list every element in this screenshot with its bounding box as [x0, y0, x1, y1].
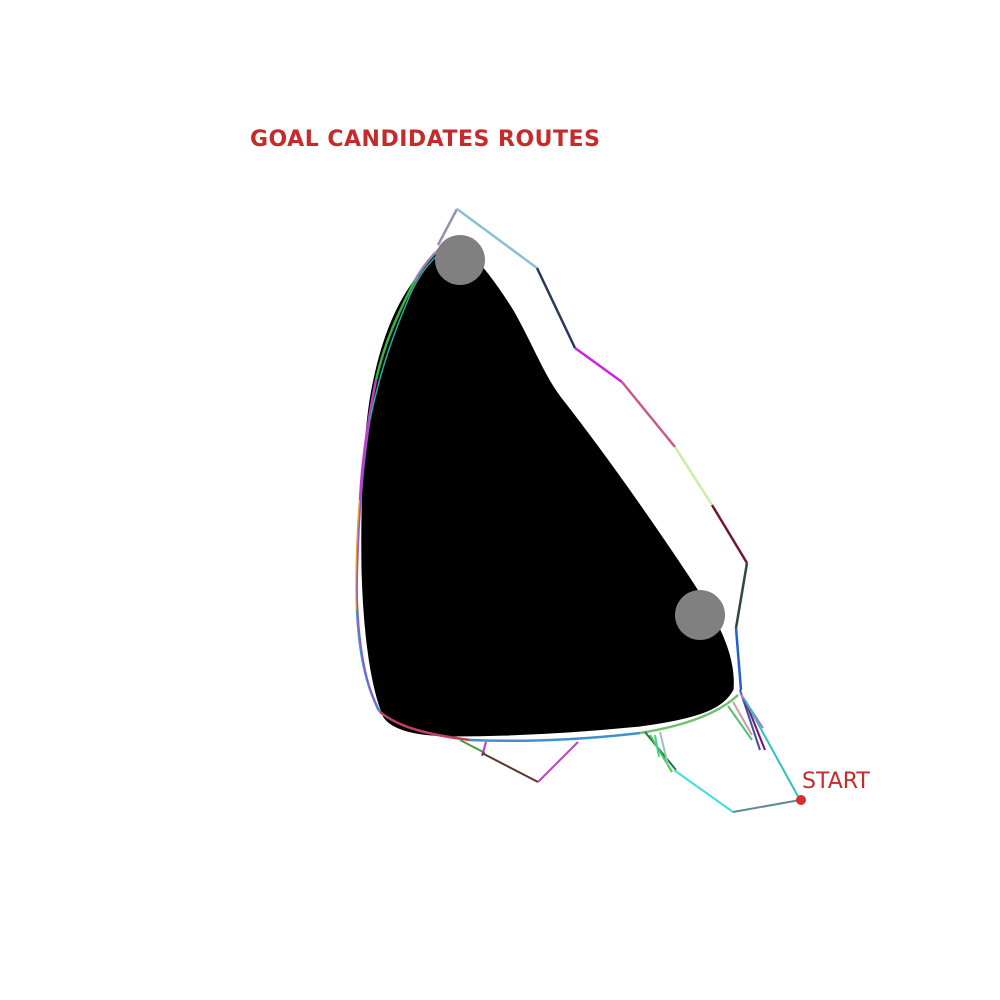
- route-bottom-edge: [639, 694, 739, 735]
- route-left-edge: [379, 711, 471, 742]
- route-left-edge: [374, 281, 416, 381]
- route-left-edge: [358, 379, 378, 501]
- start-routes: [644, 689, 801, 813]
- goal-candidate-marker: [435, 235, 485, 285]
- bottom-left-route: [459, 739, 579, 783]
- page-title: GOAL CANDIDATES ROUTES: [250, 127, 601, 152]
- inner-route-bundle: [355, 235, 739, 742]
- route-left-edge-2: [356, 419, 379, 711]
- start-label: START: [802, 769, 870, 794]
- start-marker: [796, 795, 806, 805]
- route-bottom-edge: [469, 731, 641, 742]
- goal-candidate-marker: [675, 590, 725, 640]
- obstacle-region: [358, 238, 737, 740]
- outer-route: [436, 207, 749, 691]
